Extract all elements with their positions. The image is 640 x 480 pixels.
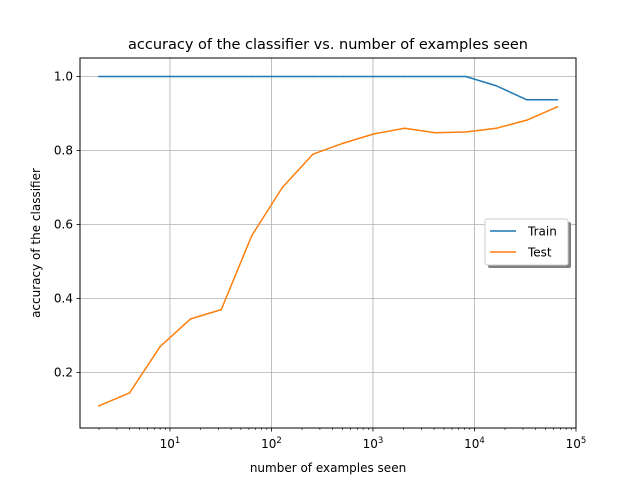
- data-point-test: [403, 127, 406, 130]
- data-point-test: [281, 186, 284, 189]
- data-point-test: [250, 234, 253, 237]
- data-point-train: [403, 75, 406, 78]
- data-point-train: [159, 75, 161, 78]
- x-axis-label: number of examples seen: [250, 461, 406, 475]
- data-point-test: [189, 318, 192, 320]
- data-point-test: [128, 392, 131, 394]
- data-point-train: [495, 84, 498, 87]
- x-tick-label: 105: [566, 436, 587, 451]
- y-tick-label: 0.8: [54, 144, 73, 158]
- data-point-test: [464, 131, 467, 133]
- axis-ticks: 0.2 0.4 0.6 0.8 1.0 101 102 103 104 105: [54, 70, 586, 452]
- data-point-train: [373, 75, 375, 78]
- data-point-test: [434, 131, 436, 134]
- data-point-train: [464, 75, 467, 78]
- data-point-train: [220, 75, 223, 78]
- data-point-train: [189, 75, 192, 78]
- y-tick-label: 0.6: [54, 218, 73, 232]
- y-axis-label: accuracy of the classifier: [29, 168, 43, 318]
- plot-frame: [79, 57, 577, 429]
- data-point-train: [342, 75, 345, 78]
- data-point-train: [128, 75, 131, 78]
- data-point-test: [312, 153, 314, 155]
- data-point-test: [556, 106, 559, 108]
- x-tick-label: 102: [261, 436, 282, 451]
- y-tick-label: 1.0: [54, 70, 73, 84]
- data-point-test: [495, 127, 498, 130]
- x-tick-label: 101: [160, 436, 181, 451]
- y-tick-label: 0.4: [54, 292, 73, 306]
- data-point-test: [342, 142, 345, 144]
- data-point-train: [556, 99, 559, 101]
- data-point-test: [159, 345, 161, 348]
- data-point-train: [250, 75, 253, 78]
- chart-title: accuracy of the classifier vs. number of…: [128, 37, 528, 53]
- x-tick-label: 103: [363, 436, 384, 451]
- series-line-train: [98, 75, 559, 101]
- data-point-test: [373, 133, 375, 135]
- y-tick-label: 0.2: [54, 366, 73, 380]
- data-point-train: [312, 75, 314, 78]
- legend: Train Test: [484, 218, 571, 268]
- series-line-test: [98, 106, 559, 407]
- data-point-train: [526, 99, 528, 101]
- x-tick-label: 104: [464, 436, 485, 451]
- legend-label-test: Test: [527, 246, 552, 260]
- data-point-test: [98, 405, 100, 407]
- series-lines: [98, 75, 559, 407]
- data-point-test: [526, 119, 528, 121]
- legend-label-train: Train: [527, 225, 557, 239]
- data-point-test: [220, 308, 223, 311]
- data-point-train: [98, 75, 100, 78]
- data-point-train: [281, 75, 284, 78]
- data-point-train: [434, 75, 436, 78]
